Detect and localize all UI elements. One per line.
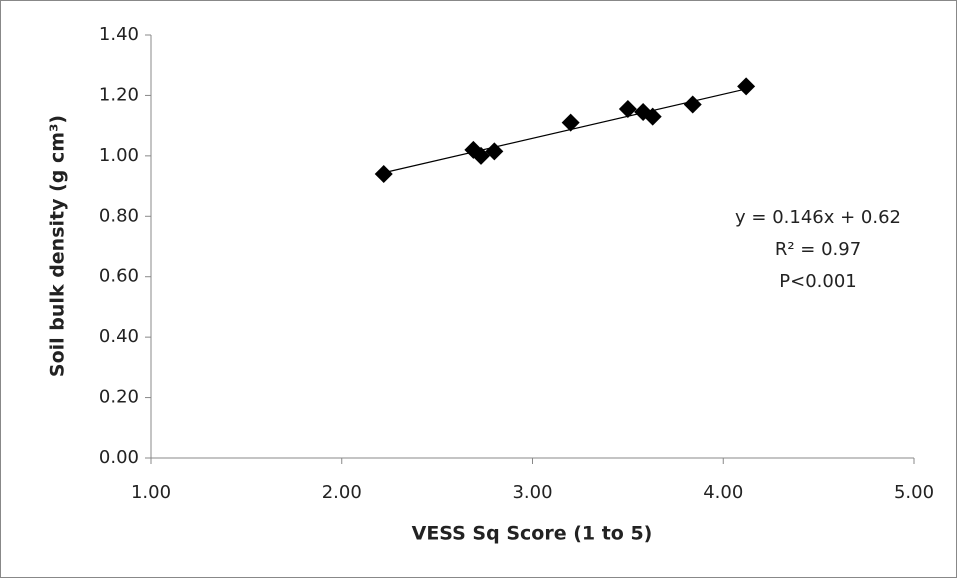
x-tick-label: 4.00 [703, 482, 743, 503]
y-tick-label: 1.20 [99, 84, 139, 105]
point [683, 95, 702, 114]
y-tick-label: 0.60 [99, 266, 139, 287]
x-tick-label: 5.00 [894, 482, 934, 503]
annotation: R² = 0.97 [775, 239, 861, 260]
y-tick-label: 0.20 [99, 387, 139, 408]
point [485, 142, 504, 161]
point [618, 100, 637, 119]
y-tick-label: 0.40 [99, 326, 139, 347]
y-tick-label: 1.00 [99, 145, 139, 166]
point [374, 164, 393, 183]
y-tick-label: 0.80 [99, 205, 139, 226]
point [737, 77, 756, 96]
x-tick-label: 3.00 [512, 482, 552, 503]
y-tick-label: 0.00 [99, 447, 139, 468]
y-axis-title: Soil bulk density (g cm³) [47, 115, 69, 377]
point [561, 113, 580, 132]
x-tick-label: 1.00 [131, 482, 171, 503]
y-tick-label: 1.40 [99, 24, 139, 45]
annotation: P<0.001 [779, 271, 856, 292]
x-axis-title: VESS Sq Score (1 to 5) [412, 523, 653, 545]
x-tick-label: 2.00 [322, 482, 362, 503]
point [643, 107, 662, 126]
annotation: y = 0.146x + 0.62 [735, 207, 901, 228]
